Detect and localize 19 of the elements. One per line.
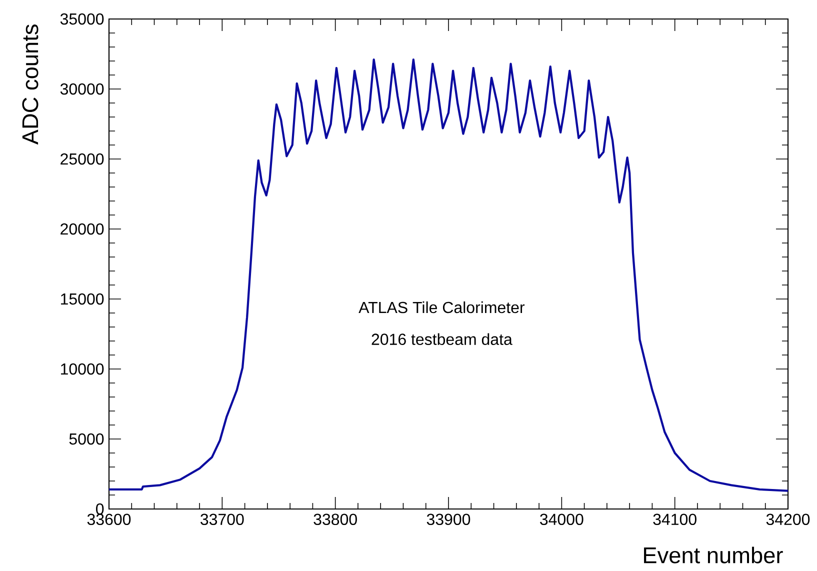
y-tick-label: 5000 bbox=[69, 433, 104, 445]
y-axis-title: ADC counts bbox=[22, 24, 38, 145]
y-tick-label: 35000 bbox=[60, 13, 104, 25]
y-tick-label: 0 bbox=[96, 503, 104, 515]
y-tick-label: 20000 bbox=[60, 223, 104, 235]
x-axis-title: Event number bbox=[644, 546, 783, 564]
x-tick-label: 33600 bbox=[87, 514, 131, 526]
x-tick-label: 33700 bbox=[200, 514, 244, 526]
x-tick-label: 34200 bbox=[766, 514, 810, 526]
y-tick-label: 25000 bbox=[60, 153, 104, 165]
x-tick-label: 33800 bbox=[314, 514, 357, 526]
y-tick-label: 30000 bbox=[60, 83, 104, 95]
annotation: ATLAS Tile Calorimeter bbox=[358, 301, 525, 314]
x-tick-label: 33900 bbox=[426, 514, 470, 526]
annotation: 2016 testbeam data bbox=[372, 333, 512, 345]
x-tick-label: 34100 bbox=[653, 514, 696, 526]
y-tick-label: 10000 bbox=[61, 363, 104, 375]
x-tick-label: 34000 bbox=[540, 514, 584, 526]
y-tick-label: 15000 bbox=[61, 293, 104, 305]
